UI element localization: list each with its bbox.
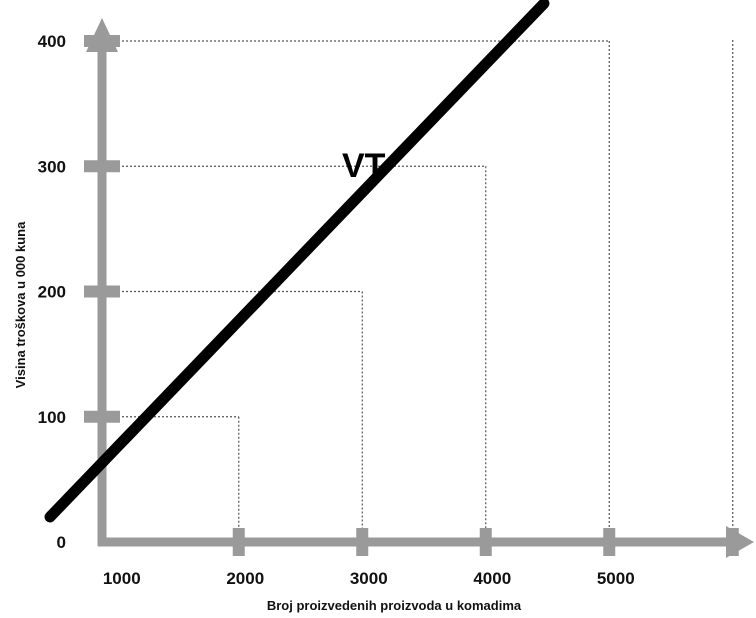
y-tick-mark-300: [84, 160, 120, 173]
x-tick-mark-1: [232, 528, 245, 556]
x-tick-mark-4: [603, 528, 616, 556]
x-tick-label-4000: 4000: [473, 569, 511, 588]
series-group: [44, 0, 550, 523]
y-tick-label-400: 400: [38, 32, 66, 51]
y-tick-label-100: 100: [38, 408, 66, 427]
x-tick-label-5000: 5000: [597, 569, 635, 588]
guide-lines: [106, 40, 734, 538]
x-tick-mark-5: [726, 528, 739, 556]
y-tick-label-300: 300: [38, 157, 66, 176]
y-tick-mark-100: [84, 410, 120, 423]
y-tick-mark-200: [84, 285, 120, 298]
y-tick-mark-400: [84, 35, 120, 47]
y-axis-title: Visina troškova u 000 kuna: [13, 221, 28, 388]
series-line-vt: [44, 0, 550, 523]
x-axis-title: Broj proizvedenih proizvoda u komadima: [267, 598, 522, 613]
series-label-vt: VT: [342, 147, 386, 185]
y-tick-label-0: 0: [57, 533, 66, 552]
x-tick-label-3000: 3000: [350, 569, 388, 588]
tick-marks: [84, 35, 739, 556]
y-tick-label-200: 200: [38, 283, 66, 302]
x-tick-label-1000: 1000: [103, 569, 141, 588]
x-tick-mark-3: [479, 528, 492, 556]
x-tick-mark-2: [356, 528, 369, 556]
x-tick-label-2000: 2000: [226, 569, 264, 588]
tick-labels: 0 100 200 300 400 1000 2000 3000 4000 5000: [38, 32, 635, 588]
axes: [86, 18, 754, 558]
